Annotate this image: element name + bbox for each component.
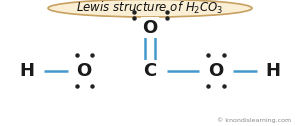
Text: O: O	[208, 62, 224, 80]
Text: C: C	[143, 62, 157, 80]
Text: H: H	[266, 62, 280, 80]
Text: $\bf{\it{Lewis\ structure\ of\ H_2CO_3}}$: $\bf{\it{Lewis\ structure\ of\ H_2CO_3}}…	[76, 0, 224, 16]
Text: © knondislearning.com: © knondislearning.com	[217, 118, 291, 123]
Text: H: H	[20, 62, 34, 80]
Text: O: O	[142, 19, 158, 37]
Ellipse shape	[48, 0, 252, 17]
Text: O: O	[76, 62, 92, 80]
